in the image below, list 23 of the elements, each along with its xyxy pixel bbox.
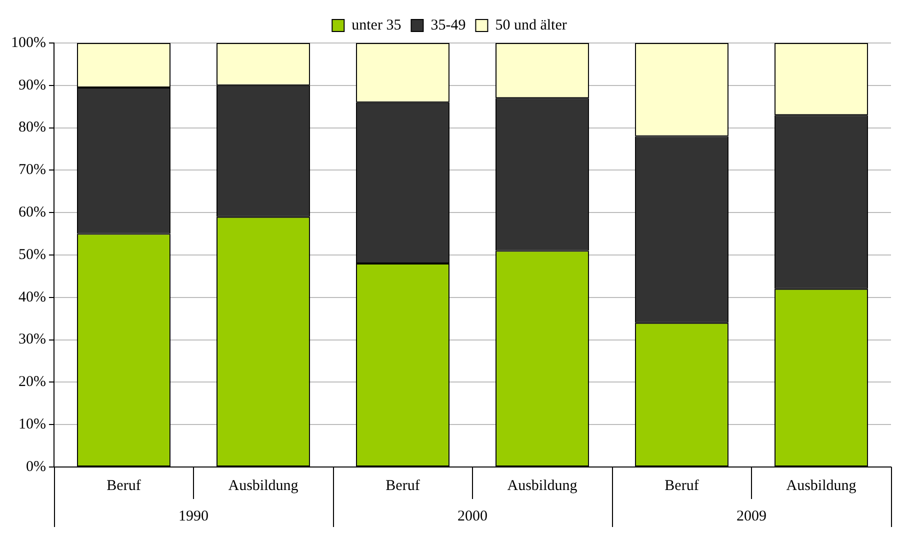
y-tick-label: 20%: [18, 374, 46, 390]
x-tick-label: Beruf: [386, 478, 420, 494]
y-tick-label: 30%: [18, 332, 46, 348]
legend-label: unter 35: [352, 17, 402, 34]
legend-label: 50 und älter: [495, 17, 567, 34]
text: 2009: [736, 508, 766, 524]
x-tick-label: Ausbildung: [228, 478, 299, 494]
y-tick-label: 0%: [26, 458, 46, 475]
y-tick-label: 70%: [18, 162, 46, 178]
y-tick-label: 40%: [18, 289, 46, 306]
y-tick-label: 90%: [18, 77, 46, 94]
x-tick-label: Beruf: [106, 478, 141, 494]
y-tick-label: 80%: [18, 120, 46, 136]
x-tick-label: Ausbildung: [786, 478, 857, 494]
text: 1990: [178, 508, 208, 524]
y-tick-label: 60%: [18, 204, 46, 221]
x-tick-label: Ausbildung: [507, 478, 578, 494]
legend-label: 35-49: [430, 17, 466, 34]
y-tick-label: 50%: [18, 246, 46, 263]
x-tick-label: Beruf: [664, 478, 699, 494]
y-tick-label: 100%: [10, 34, 46, 51]
text: 2000: [458, 508, 488, 524]
y-tick-label: 10%: [18, 416, 46, 433]
